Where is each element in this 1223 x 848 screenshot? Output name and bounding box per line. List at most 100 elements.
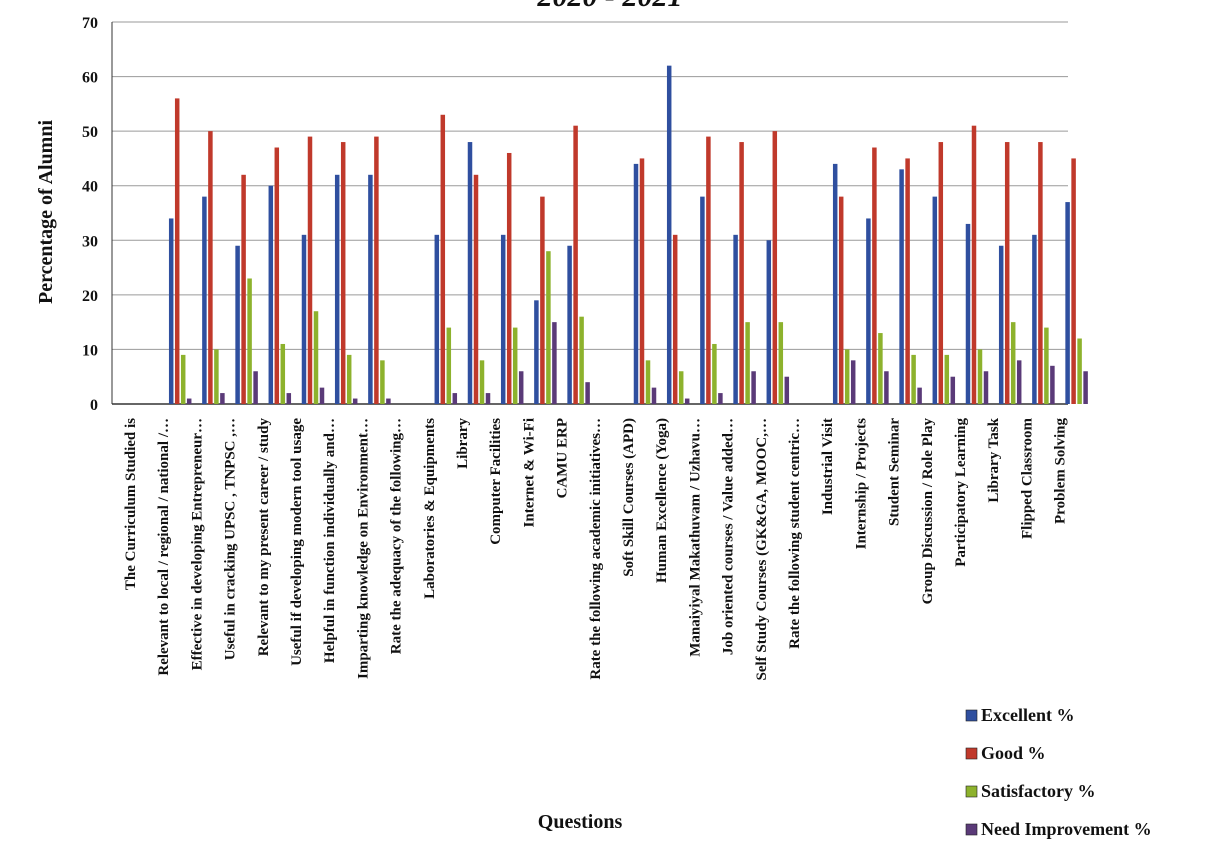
bar-3-25 bbox=[983, 371, 989, 404]
bar-3-11 bbox=[518, 371, 524, 404]
bar-1-6 bbox=[340, 142, 346, 405]
y-tick-label: 50 bbox=[82, 124, 98, 141]
x-tick-label: Relevant to local / regional / national … bbox=[156, 418, 172, 676]
y-tick-label: 10 bbox=[82, 342, 98, 359]
x-tick-label: Laboratories & Equipments bbox=[422, 418, 438, 599]
bar-0-28 bbox=[1065, 202, 1070, 404]
bar-1-7 bbox=[374, 136, 379, 404]
x-tick-label: Rate the following academic initiatives… bbox=[588, 418, 604, 680]
bar-2-17 bbox=[712, 343, 717, 404]
x-tick-label: Useful if developing modern tool usage bbox=[289, 418, 305, 666]
bar-3-13 bbox=[585, 382, 590, 404]
bar-1-25 bbox=[971, 125, 977, 404]
bar-1-12 bbox=[540, 196, 545, 404]
legend: Excellent % Good % Satisfactory % Need Impr… bbox=[965, 705, 1152, 839]
bar-2-3 bbox=[247, 278, 252, 404]
bar-2-21 bbox=[844, 349, 850, 404]
bar-0-18 bbox=[733, 234, 738, 404]
x-tick-label: Internship / Projects bbox=[853, 418, 869, 550]
bar-2-2 bbox=[214, 349, 219, 404]
y-tick-label: 40 bbox=[82, 179, 98, 196]
bar-1-13 bbox=[573, 125, 578, 404]
bar-0-3 bbox=[235, 245, 240, 404]
y-axis-title: Percentage of Alumni bbox=[35, 120, 57, 304]
bars bbox=[168, 65, 1088, 405]
bar-2-1 bbox=[180, 354, 186, 404]
bar-0-24 bbox=[932, 196, 938, 404]
x-tick-label: Relevant to my present career / study bbox=[256, 418, 272, 657]
legend-label: Satisfactory % bbox=[981, 781, 1095, 801]
x-axis-title: Questions bbox=[538, 811, 623, 833]
bar-3-7 bbox=[386, 398, 391, 404]
y-tick-label: 70 bbox=[82, 15, 98, 32]
x-tick-label: Job oriented courses / Value added… bbox=[721, 418, 737, 655]
x-tick-label: Helpful in function individually and… bbox=[322, 418, 338, 663]
bar-3-5 bbox=[319, 387, 325, 404]
bar-0-13 bbox=[567, 245, 572, 404]
bar-1-18 bbox=[739, 142, 744, 405]
bar-0-9 bbox=[434, 234, 440, 404]
bar-0-6 bbox=[334, 174, 340, 404]
legend-swatch bbox=[965, 709, 978, 722]
bar-0-11 bbox=[500, 234, 506, 404]
bar-2-22 bbox=[878, 333, 883, 404]
bar-3-9 bbox=[452, 393, 458, 404]
bar-0-21 bbox=[832, 163, 838, 404]
x-tick-label: Group Discussion / Role Play bbox=[920, 418, 936, 605]
x-tick-label: Library bbox=[455, 418, 471, 469]
bar-1-10 bbox=[473, 174, 479, 404]
bar-1-26 bbox=[1004, 142, 1010, 405]
bar-1-4 bbox=[274, 147, 280, 404]
bar-1-23 bbox=[905, 158, 910, 404]
x-tick-label: Manaiyiyal Makathuvam / Uzhavu… bbox=[687, 418, 703, 657]
bar-0-1 bbox=[168, 218, 174, 404]
bar-0-22 bbox=[866, 218, 871, 404]
bar-1-21 bbox=[838, 196, 844, 404]
x-axis-category-labels: The Curriculum Studied is Relevant to loc… bbox=[123, 417, 1069, 680]
bar-3-22 bbox=[884, 371, 889, 404]
bar-2-28 bbox=[1077, 338, 1082, 404]
x-tick-label: CAMU ERP bbox=[555, 418, 571, 498]
y-axis-ticks: 0 10 20 30 40 50 60 70 bbox=[82, 15, 98, 414]
bar-2-11 bbox=[512, 327, 518, 404]
bar-3-1 bbox=[186, 398, 192, 404]
bar-2-10 bbox=[479, 360, 485, 404]
bar-3-17 bbox=[718, 393, 723, 404]
bar-2-19 bbox=[778, 322, 784, 404]
bar-3-24 bbox=[950, 376, 956, 404]
bar-2-15 bbox=[645, 360, 651, 404]
bar-0-27 bbox=[1032, 234, 1037, 404]
bar-1-2 bbox=[208, 131, 213, 404]
bar-3-16 bbox=[684, 398, 690, 404]
bar-2-9 bbox=[446, 327, 452, 404]
x-tick-label: Flipped Classroom bbox=[1019, 418, 1035, 539]
legend-swatch bbox=[965, 823, 978, 836]
bar-3-26 bbox=[1016, 360, 1022, 404]
bar-0-2 bbox=[202, 196, 207, 404]
x-tick-label: Effective in developing Entrepreneur… bbox=[189, 418, 205, 670]
bar-3-28 bbox=[1083, 371, 1088, 404]
gridlines bbox=[111, 21, 1068, 405]
x-tick-label: Problem Solving bbox=[1053, 418, 1069, 524]
legend-swatch bbox=[965, 747, 978, 760]
bar-1-9 bbox=[440, 114, 446, 405]
bar-1-19 bbox=[772, 131, 778, 404]
bar-3-21 bbox=[850, 360, 856, 404]
bar-3-12 bbox=[552, 322, 557, 404]
bar-2-26 bbox=[1010, 322, 1016, 404]
bar-2-25 bbox=[977, 349, 983, 404]
bar-2-27 bbox=[1044, 327, 1049, 404]
x-tick-label: Rate the following student centric… bbox=[787, 418, 803, 649]
bar-2-12 bbox=[546, 251, 551, 404]
bar-2-7 bbox=[380, 360, 385, 404]
x-tick-label: Participatory Learning bbox=[953, 418, 969, 567]
x-tick-label: Student Seminar bbox=[887, 418, 903, 526]
x-tick-label: Internet & Wi-Fi bbox=[521, 418, 537, 527]
bar-2-6 bbox=[346, 354, 352, 404]
y-tick-label: 0 bbox=[90, 397, 98, 414]
bar-1-5 bbox=[307, 136, 313, 404]
bar-2-16 bbox=[678, 371, 684, 404]
x-tick-label: Rate the adequacy of the following… bbox=[389, 418, 405, 654]
bar-3-4 bbox=[286, 393, 292, 404]
x-tick-label: Industrial Visit bbox=[820, 418, 836, 515]
